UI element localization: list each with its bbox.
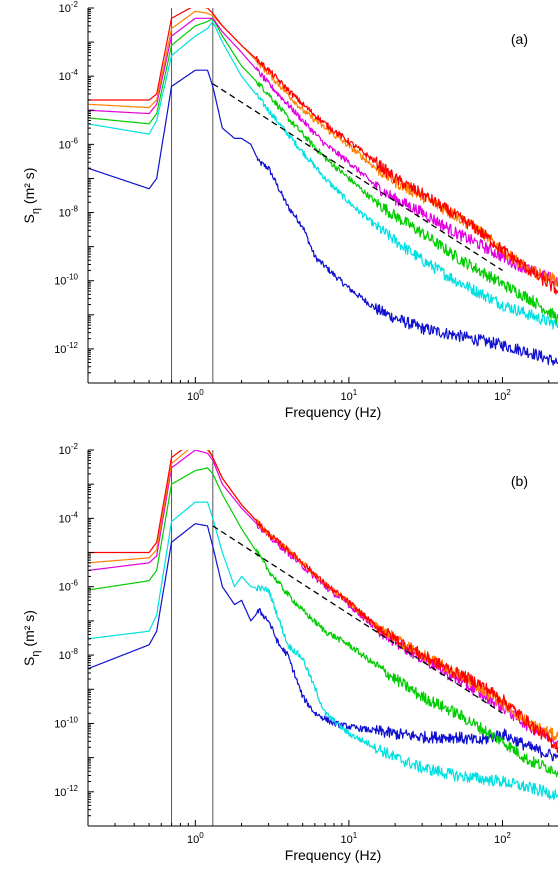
plot-area (88, 8, 558, 383)
x-axis-label: Frequency (Hz) (285, 847, 381, 863)
x-tick-label: 102 (494, 388, 511, 403)
plot-area (88, 450, 558, 826)
panel-label: (a) (511, 31, 528, 47)
reference-dashed-line (212, 83, 503, 272)
x-tick-label: 100 (187, 388, 204, 403)
y-tick-label: 10-8 (59, 647, 79, 662)
y-tick-label: 10-2 (59, 0, 79, 15)
y-tick-label: 10-10 (54, 273, 78, 288)
y-tick-label: 10-8 (59, 205, 79, 220)
series-line-2 (88, 467, 558, 778)
panel-b: 100 101 102 10-2 10-4 10-6 10-8 10-10 10-12 Frequ… (21, 442, 558, 863)
series-line-5 (88, 8, 558, 295)
x-tick-label: 101 (341, 831, 358, 846)
y-tick-label: 10-6 (59, 579, 79, 594)
panel-a: 100 101 102 10-2 10-4 10-6 10-8 10-10 10-12 Frequ… (21, 0, 558, 420)
series-line-5 (88, 450, 558, 754)
reference-dashed-line (212, 525, 503, 714)
x-tick-label: 102 (494, 831, 511, 846)
series-line-4 (88, 10, 558, 287)
x-tick-label: 101 (341, 388, 358, 403)
y-tick-label: 10-4 (59, 68, 79, 83)
series-line-0 (88, 523, 558, 762)
series-line-3 (88, 450, 558, 748)
y-axis-label: Sη (m² s) (21, 168, 42, 224)
series-line-4 (88, 450, 558, 741)
y-tick-label: 10-6 (59, 136, 79, 151)
y-tick-label: 10-12 (54, 341, 78, 356)
panel-label: (b) (511, 473, 528, 489)
series-line-0 (88, 69, 558, 366)
y-tick-label: 10-2 (59, 442, 79, 457)
series-line-2 (88, 17, 558, 324)
y-axis-label: Sη (m² s) (21, 610, 42, 666)
series-line-1 (88, 501, 558, 801)
x-tick-label: 100 (187, 831, 204, 846)
x-axis-label: Frequency (Hz) (285, 404, 381, 420)
y-tick-label: 10-4 (59, 510, 79, 525)
series-line-3 (88, 17, 558, 287)
y-tick-label: 10-12 (54, 784, 78, 799)
y-tick-label: 10-10 (54, 715, 78, 730)
series-line-1 (88, 21, 558, 330)
